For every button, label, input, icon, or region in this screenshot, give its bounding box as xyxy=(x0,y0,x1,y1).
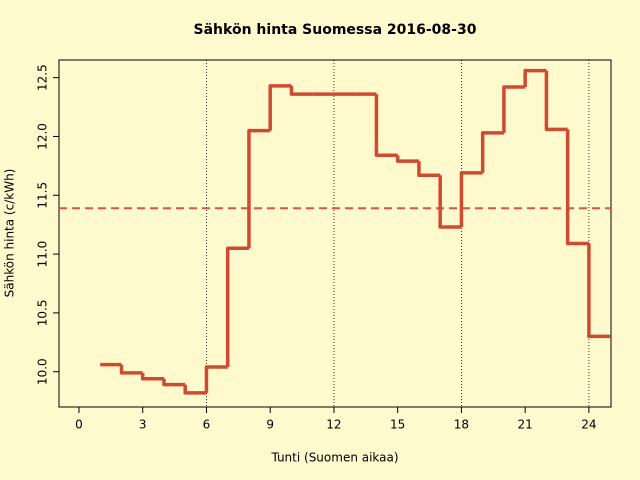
price-step xyxy=(459,171,483,228)
y-tick-label: 12.5 xyxy=(36,64,50,91)
price-step xyxy=(268,84,292,131)
price-step xyxy=(374,94,398,158)
x-axis-label: Tunti (Suomen aikaa) xyxy=(270,451,398,465)
price-step xyxy=(289,85,313,96)
x-tick-label: 12 xyxy=(326,418,341,432)
price-step xyxy=(502,85,526,133)
price-step xyxy=(544,70,568,132)
x-tick-label: 18 xyxy=(454,418,469,432)
price-step xyxy=(247,128,271,249)
price-step xyxy=(225,246,249,368)
price-step xyxy=(395,155,419,163)
price-step xyxy=(565,129,589,246)
price-step xyxy=(417,161,441,178)
x-tick-label: 15 xyxy=(390,418,405,432)
x-tick-label: 21 xyxy=(518,418,533,432)
x-tick-label: 3 xyxy=(139,418,147,432)
price-step xyxy=(162,378,186,387)
plot-frame xyxy=(58,59,612,408)
price-step xyxy=(204,365,228,393)
x-tick-label: 0 xyxy=(75,418,83,432)
y-tick-label: 10.5 xyxy=(36,300,50,327)
price-step xyxy=(480,131,504,173)
price-step xyxy=(523,68,547,88)
y-tick-label: 11.5 xyxy=(36,182,50,209)
price-step xyxy=(438,175,462,229)
y-tick-label: 11.0 xyxy=(36,241,50,268)
chart-title: Sähkön hinta Suomessa 2016-08-30 xyxy=(194,22,477,38)
x-tick-label: 24 xyxy=(581,418,596,432)
x-tick-label: 9 xyxy=(266,418,274,432)
price-step xyxy=(587,243,611,339)
price-step xyxy=(140,372,164,381)
price-step xyxy=(183,384,207,395)
price-step xyxy=(119,364,143,375)
y-tick-label: 12.0 xyxy=(36,123,50,150)
y-tick-label: 10.0 xyxy=(36,358,50,385)
x-tick-label: 6 xyxy=(203,418,211,432)
y-axis-label: Sähkön hinta (c/kWh) xyxy=(3,169,17,298)
